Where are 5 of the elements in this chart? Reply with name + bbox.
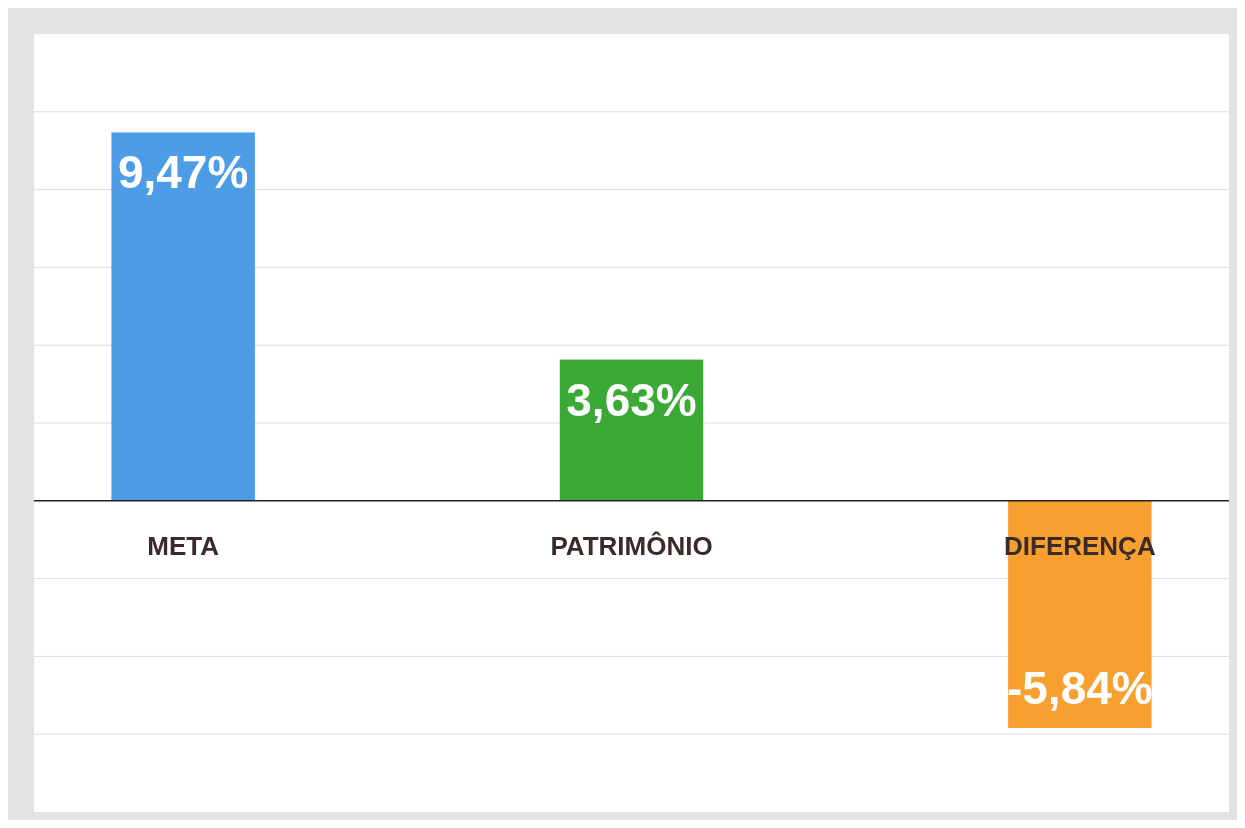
data-label: -5,84% (1006, 661, 1153, 714)
x-tick-label: PATRIMÔNIO (550, 530, 713, 561)
data-label: 9,47% (117, 146, 249, 199)
data-label: 3,63% (566, 373, 697, 426)
x-tick-label: META (147, 530, 220, 561)
